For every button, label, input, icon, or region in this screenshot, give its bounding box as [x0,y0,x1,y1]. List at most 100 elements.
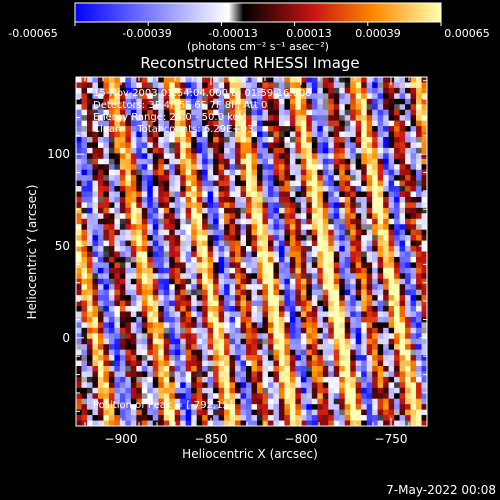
heatmap-cell [213,120,219,127]
heatmap-cell [377,180,384,187]
heatmap-cell [180,251,187,258]
heatmap-cell [383,338,390,345]
heatmap-cell [273,366,280,372]
heatmap-cell [125,104,132,111]
peak-position-annotation: Position of Peak = [-792,15] [93,400,233,411]
heatmap-cell [229,398,236,405]
heatmap-cell [300,104,307,111]
heatmap-cell [278,284,285,291]
heatmap-cell [180,104,187,111]
heatmap-cell [240,153,247,160]
heatmap-cell [251,98,258,105]
heatmap-cell [410,229,417,236]
heatmap-cell [289,202,296,209]
heatmap-cell [377,349,384,356]
heatmap-cell [410,284,417,291]
heatmap-cell [169,213,176,220]
heatmap-cell [163,175,170,182]
heatmap-cell [92,420,99,427]
heatmap-cell [350,322,357,329]
heatmap-cell [410,147,417,154]
heatmap-cell [333,409,340,416]
heatmap-cell [394,207,400,214]
heatmap-cell [361,262,368,269]
heatmap-cell [207,398,214,405]
heatmap-cell [251,387,258,394]
heatmap-cell [366,213,373,220]
heatmap-cell [130,115,137,122]
heatmap-cell [388,180,395,187]
heatmap-cell [306,196,313,203]
heatmap-cell [322,120,329,127]
heatmap-cell [141,240,148,247]
heatmap-cell [125,278,132,285]
heatmap-cell [86,142,93,149]
heatmap-cell [147,153,154,160]
heatmap-cell [202,273,209,280]
heatmap-cell [147,300,154,307]
heatmap-cell [119,180,126,187]
heatmap-cell [300,235,307,241]
heatmap-cell [284,104,291,111]
heatmap-cell [246,180,252,187]
heatmap-cell [372,404,379,411]
heatmap-cell [372,202,379,209]
heatmap-cell [246,284,252,291]
heatmap-cell [421,246,428,252]
heatmap-cell [119,333,126,340]
heatmap-cell [114,196,121,203]
heatmap-cell [399,415,406,421]
heatmap-cell [273,115,280,122]
heatmap-cell [196,98,203,105]
heatmap-cell [377,82,384,89]
heatmap-cell [108,246,115,252]
heatmap-cell [224,77,230,83]
heatmap-cell [163,235,170,241]
heatmap-cell [81,382,88,389]
heatmap-cell [196,382,203,389]
heatmap-cell [295,355,302,361]
heatmap-cell [372,207,379,214]
heatmap-cell [394,158,400,165]
heatmap-cell [278,147,285,154]
heatmap-cell [251,153,258,160]
heatmap-cell [229,327,236,334]
heatmap-cell [278,126,285,132]
heatmap-cell [185,213,192,220]
heatmap-cell [141,202,148,209]
heatmap-cell [76,240,82,247]
heatmap-cell [317,333,324,340]
heatmap-cell [169,224,176,231]
heatmap-cell [125,224,132,231]
heatmap-cell [361,147,368,154]
heatmap-cell [333,316,340,323]
heatmap-cell [229,87,236,94]
heatmap-cell [333,311,340,318]
heatmap-cell [399,420,406,427]
heatmap-cell [372,278,379,285]
heatmap-cell [174,202,181,209]
heatmap-cell [256,300,263,307]
heatmap-cell [289,191,296,198]
heatmap-cell [328,333,335,340]
heatmap-cell [322,355,329,361]
heatmap-cell [267,136,274,143]
heatmap-cell [158,147,165,154]
heatmap-cell [114,344,121,351]
heatmap-cell [185,98,192,105]
heatmap-cell [405,267,411,274]
heatmap-cell [136,289,143,296]
heatmap-cell [328,409,335,416]
heatmap-cell [240,382,247,389]
heatmap-cell [344,344,351,351]
heatmap-cell [185,382,192,389]
heatmap-cell [256,164,263,171]
heatmap-cell [361,240,368,247]
heatmap-cell [284,415,291,421]
heatmap-cell [125,376,132,383]
heatmap-cell [76,404,82,411]
heatmap-cell [328,278,335,285]
heatmap-cell [218,115,225,122]
heatmap-cell [141,355,148,361]
heatmap-cell [366,169,373,176]
